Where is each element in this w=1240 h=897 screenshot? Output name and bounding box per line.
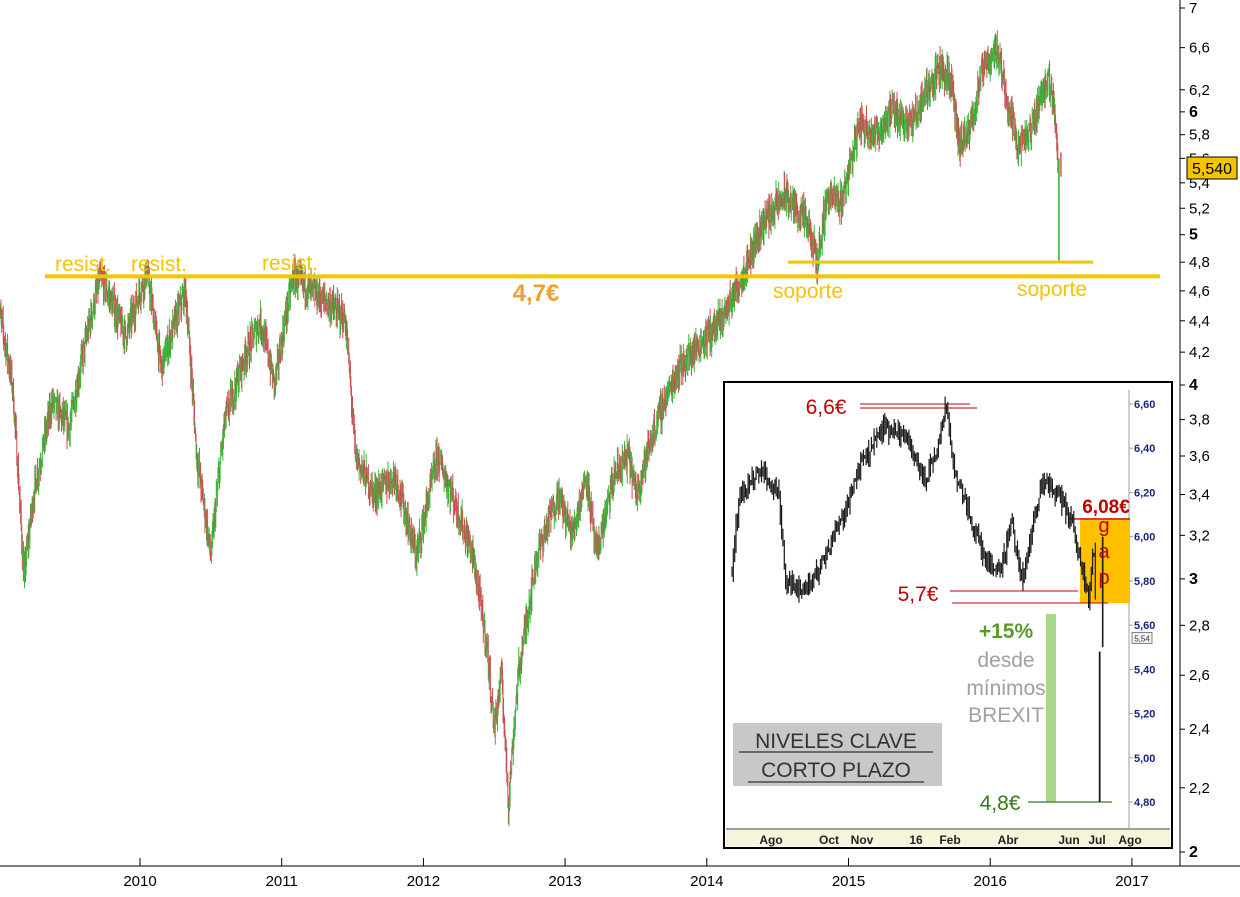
y-tick-label: 2,4	[1189, 721, 1210, 738]
gap-label-letter-2: a	[1098, 541, 1110, 563]
x-tick-label: 2017	[1115, 873, 1148, 890]
y-tick-label: 3,8	[1189, 412, 1210, 429]
x-tick-label: 2015	[832, 873, 865, 890]
inset-y-tick-label: 6,40	[1134, 443, 1155, 455]
y-tick-label: 5,2	[1189, 200, 1210, 217]
inset-last-price-label: 5,54	[1134, 634, 1150, 643]
inset-y-tick-label: 6,00	[1134, 532, 1155, 544]
y-tick-label: 6,6	[1189, 40, 1210, 57]
inset-y-ticks: 4,80 5,00 5,20 5,40 5,60 5,80 6,00 6,20 6,40 6,60	[1129, 399, 1155, 809]
inset-candles	[731, 396, 1104, 802]
x-tick-label: 2016	[974, 873, 1007, 890]
y-tick-label: 4,2	[1189, 344, 1210, 361]
inset-y-tick-label: 6,60	[1134, 399, 1155, 411]
y-tick-label: 6	[1189, 104, 1198, 121]
key-levels-box	[733, 723, 942, 786]
x-tick-label: 2014	[690, 873, 723, 890]
main-annotations: resist. resist. resist. 4,7€ soporte sop…	[45, 156, 1238, 307]
y-tick-label: 4,6	[1189, 283, 1210, 300]
inset-y-tick-label: 5,20	[1134, 709, 1155, 721]
inset-y-tick-label: 5,80	[1134, 576, 1155, 588]
y-tick-label: 4	[1189, 377, 1198, 394]
main-candles	[0, 30, 1062, 827]
inset-levels: 6,6€ 6,08€ 5,7€ 4,8€	[806, 396, 1131, 815]
x-tick-label: 2012	[407, 873, 440, 890]
key-levels-title-line-2: CORTO PLAZO	[761, 759, 911, 782]
rebound-caption-line-2: mínimos	[966, 677, 1045, 700]
resistance-value-label: 4,7€	[513, 280, 560, 307]
inset-x-tick-label: Ago	[759, 833, 782, 847]
inset-x-tick-label: Ago	[1118, 833, 1141, 847]
main-y-ticks: 2 2,2 2,4 2,6 2,8 3 3,2 3,4 3,6 3,8 4 4,2 4,4 4,6 4,8 5…	[1180, 0, 1210, 861]
y-tick-label: 7	[1189, 0, 1197, 17]
main-chart-frame	[0, 0, 1240, 867]
inset-y-tick-label: 4,80	[1134, 797, 1155, 809]
resistance-annotation-3: resist.	[262, 252, 318, 275]
y-tick-label: 2,6	[1189, 667, 1210, 684]
y-tick-label: 2,2	[1189, 780, 1210, 797]
level-label: 4,8€	[980, 792, 1021, 815]
inset-x-tick-label: Jul	[1088, 833, 1105, 847]
gap-label-letter-3: p	[1098, 567, 1109, 589]
inset-x-tick-label: Feb	[939, 833, 960, 847]
resistance-annotation-2: resist.	[131, 253, 187, 276]
inset-x-tick-label: Oct	[819, 833, 839, 847]
support-annotation-2: soporte	[1017, 278, 1087, 301]
inset-x-ticks: Ago Oct Nov 16 Feb Abr Jun Jul Ago	[759, 833, 1141, 847]
last-price-label: 5,540	[1192, 161, 1232, 178]
inset-last-price-tag	[1131, 631, 1153, 644]
x-tick-label: 2013	[548, 873, 581, 890]
inset-x-tick-label: Jun	[1058, 833, 1079, 847]
y-tick-label: 5,8	[1189, 127, 1210, 144]
last-price-badge	[1186, 156, 1238, 180]
rebound-bar	[1046, 614, 1056, 802]
y-tick-label: 3,2	[1189, 527, 1210, 544]
y-tick-label: 2	[1189, 844, 1198, 861]
inset-y-tick-label: 5,40	[1134, 664, 1155, 676]
inset-x-tick-label: Abr	[998, 833, 1019, 847]
rebound-percent-label: +15%	[979, 620, 1034, 643]
inset-x-tick-label: 16	[909, 833, 923, 847]
inset-y-tick-label: 5,00	[1134, 753, 1155, 765]
y-tick-label: 6,2	[1189, 82, 1210, 99]
key-levels-title-line-1: NIVELES CLAVE	[755, 730, 917, 753]
y-tick-label: 5	[1189, 227, 1198, 244]
inset-y-tick-label: 6,20	[1134, 487, 1155, 499]
resistance-annotation-1: resist.	[55, 253, 111, 276]
level-label: 6,6€	[806, 396, 847, 419]
x-tick-label: 2011	[266, 873, 298, 890]
inset-x-tick-label: Nov	[851, 833, 874, 847]
y-tick-label: 3,4	[1189, 487, 1210, 504]
rebound-caption-line-1: desde	[977, 649, 1034, 672]
rebound-caption-line-3: BREXIT	[968, 704, 1044, 727]
level-label: 6,08€	[1082, 497, 1130, 518]
x-tick-label: 2010	[123, 873, 156, 890]
inset-chart: 6,6€ 6,08€ 5,7€ 4,8€ 4,80 5,00 5,20 5,40 5,60 5,…	[723, 381, 1173, 849]
gap-label-letter-1: g	[1098, 515, 1109, 537]
y-tick-label: 3,6	[1189, 448, 1210, 465]
inset-y-tick-label: 5,60	[1134, 620, 1155, 632]
support-annotation-1: soporte	[773, 280, 843, 303]
main-x-ticks: 2010 2011 2012 2013 2014 2015 2016 2017	[123, 858, 1149, 890]
level-label: 5,7€	[898, 583, 939, 606]
y-tick-label: 4,8	[1189, 254, 1210, 271]
inset-x-axis-band	[726, 829, 1170, 846]
y-tick-label: 4,4	[1189, 313, 1210, 330]
y-tick-label: 2,8	[1189, 617, 1210, 634]
y-tick-label: 3	[1189, 571, 1198, 588]
